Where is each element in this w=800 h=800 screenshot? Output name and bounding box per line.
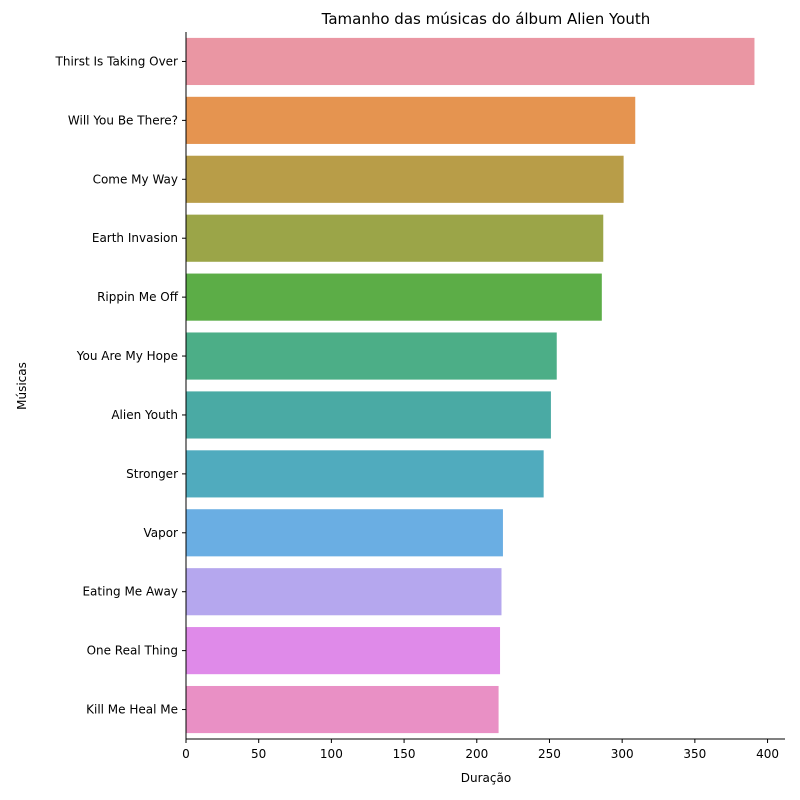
bar-3 [186, 214, 604, 262]
x-tick-label-3: 150 [393, 747, 416, 761]
x-tick-label-1: 50 [251, 747, 266, 761]
bar-9 [186, 568, 502, 616]
bar-10 [186, 627, 501, 675]
x-tick-label-0: 0 [182, 747, 190, 761]
bar-7 [186, 450, 544, 498]
y-tick-label-4: Rippin Me Off [97, 290, 179, 304]
x-tick-group: 0 50 100 150 200 250 300 350 400 [182, 739, 779, 761]
chart-title: Tamanho das músicas do álbum Alien Youth [321, 10, 651, 28]
x-tick-label-2: 100 [320, 747, 343, 761]
y-axis-label: Músicas [15, 362, 29, 410]
y-tick-label-10: One Real Thing [87, 644, 178, 658]
y-tick-label-9: Eating Me Away [82, 585, 178, 599]
y-tick-label-5: You Are My Hope [76, 349, 178, 363]
bar-0 [186, 37, 755, 86]
bar-6 [186, 391, 551, 439]
bar-8 [186, 509, 503, 557]
y-tick-label-1: Will You Be There? [68, 113, 178, 127]
y-tick-label-0: Thirst Is Taking Over [55, 54, 179, 68]
y-tick-label-11: Kill Me Heal Me [86, 703, 178, 717]
bar-11 [186, 685, 499, 734]
bar-4 [186, 273, 602, 321]
x-tick-label-5: 250 [538, 747, 561, 761]
x-tick-label-6: 300 [611, 747, 634, 761]
x-tick-label-7: 350 [683, 747, 706, 761]
x-tick-label-8: 400 [756, 747, 779, 761]
y-tick-label-6: Alien Youth [111, 408, 178, 422]
x-tick-label-4: 200 [465, 747, 488, 761]
y-tick-label-8: Vapor [143, 526, 178, 540]
y-tick-label-2: Come My Way [93, 172, 178, 186]
bars-group [186, 37, 755, 734]
bar-2 [186, 155, 624, 203]
y-tick-label-3: Earth Invasion [92, 231, 178, 245]
bar-5 [186, 332, 557, 380]
y-tick-label-7: Stronger [126, 467, 178, 481]
bar-1 [186, 96, 636, 144]
y-tick-group: Thirst Is Taking Over Will You Be There? C… [55, 54, 186, 717]
x-axis-label: Duração [461, 771, 511, 785]
